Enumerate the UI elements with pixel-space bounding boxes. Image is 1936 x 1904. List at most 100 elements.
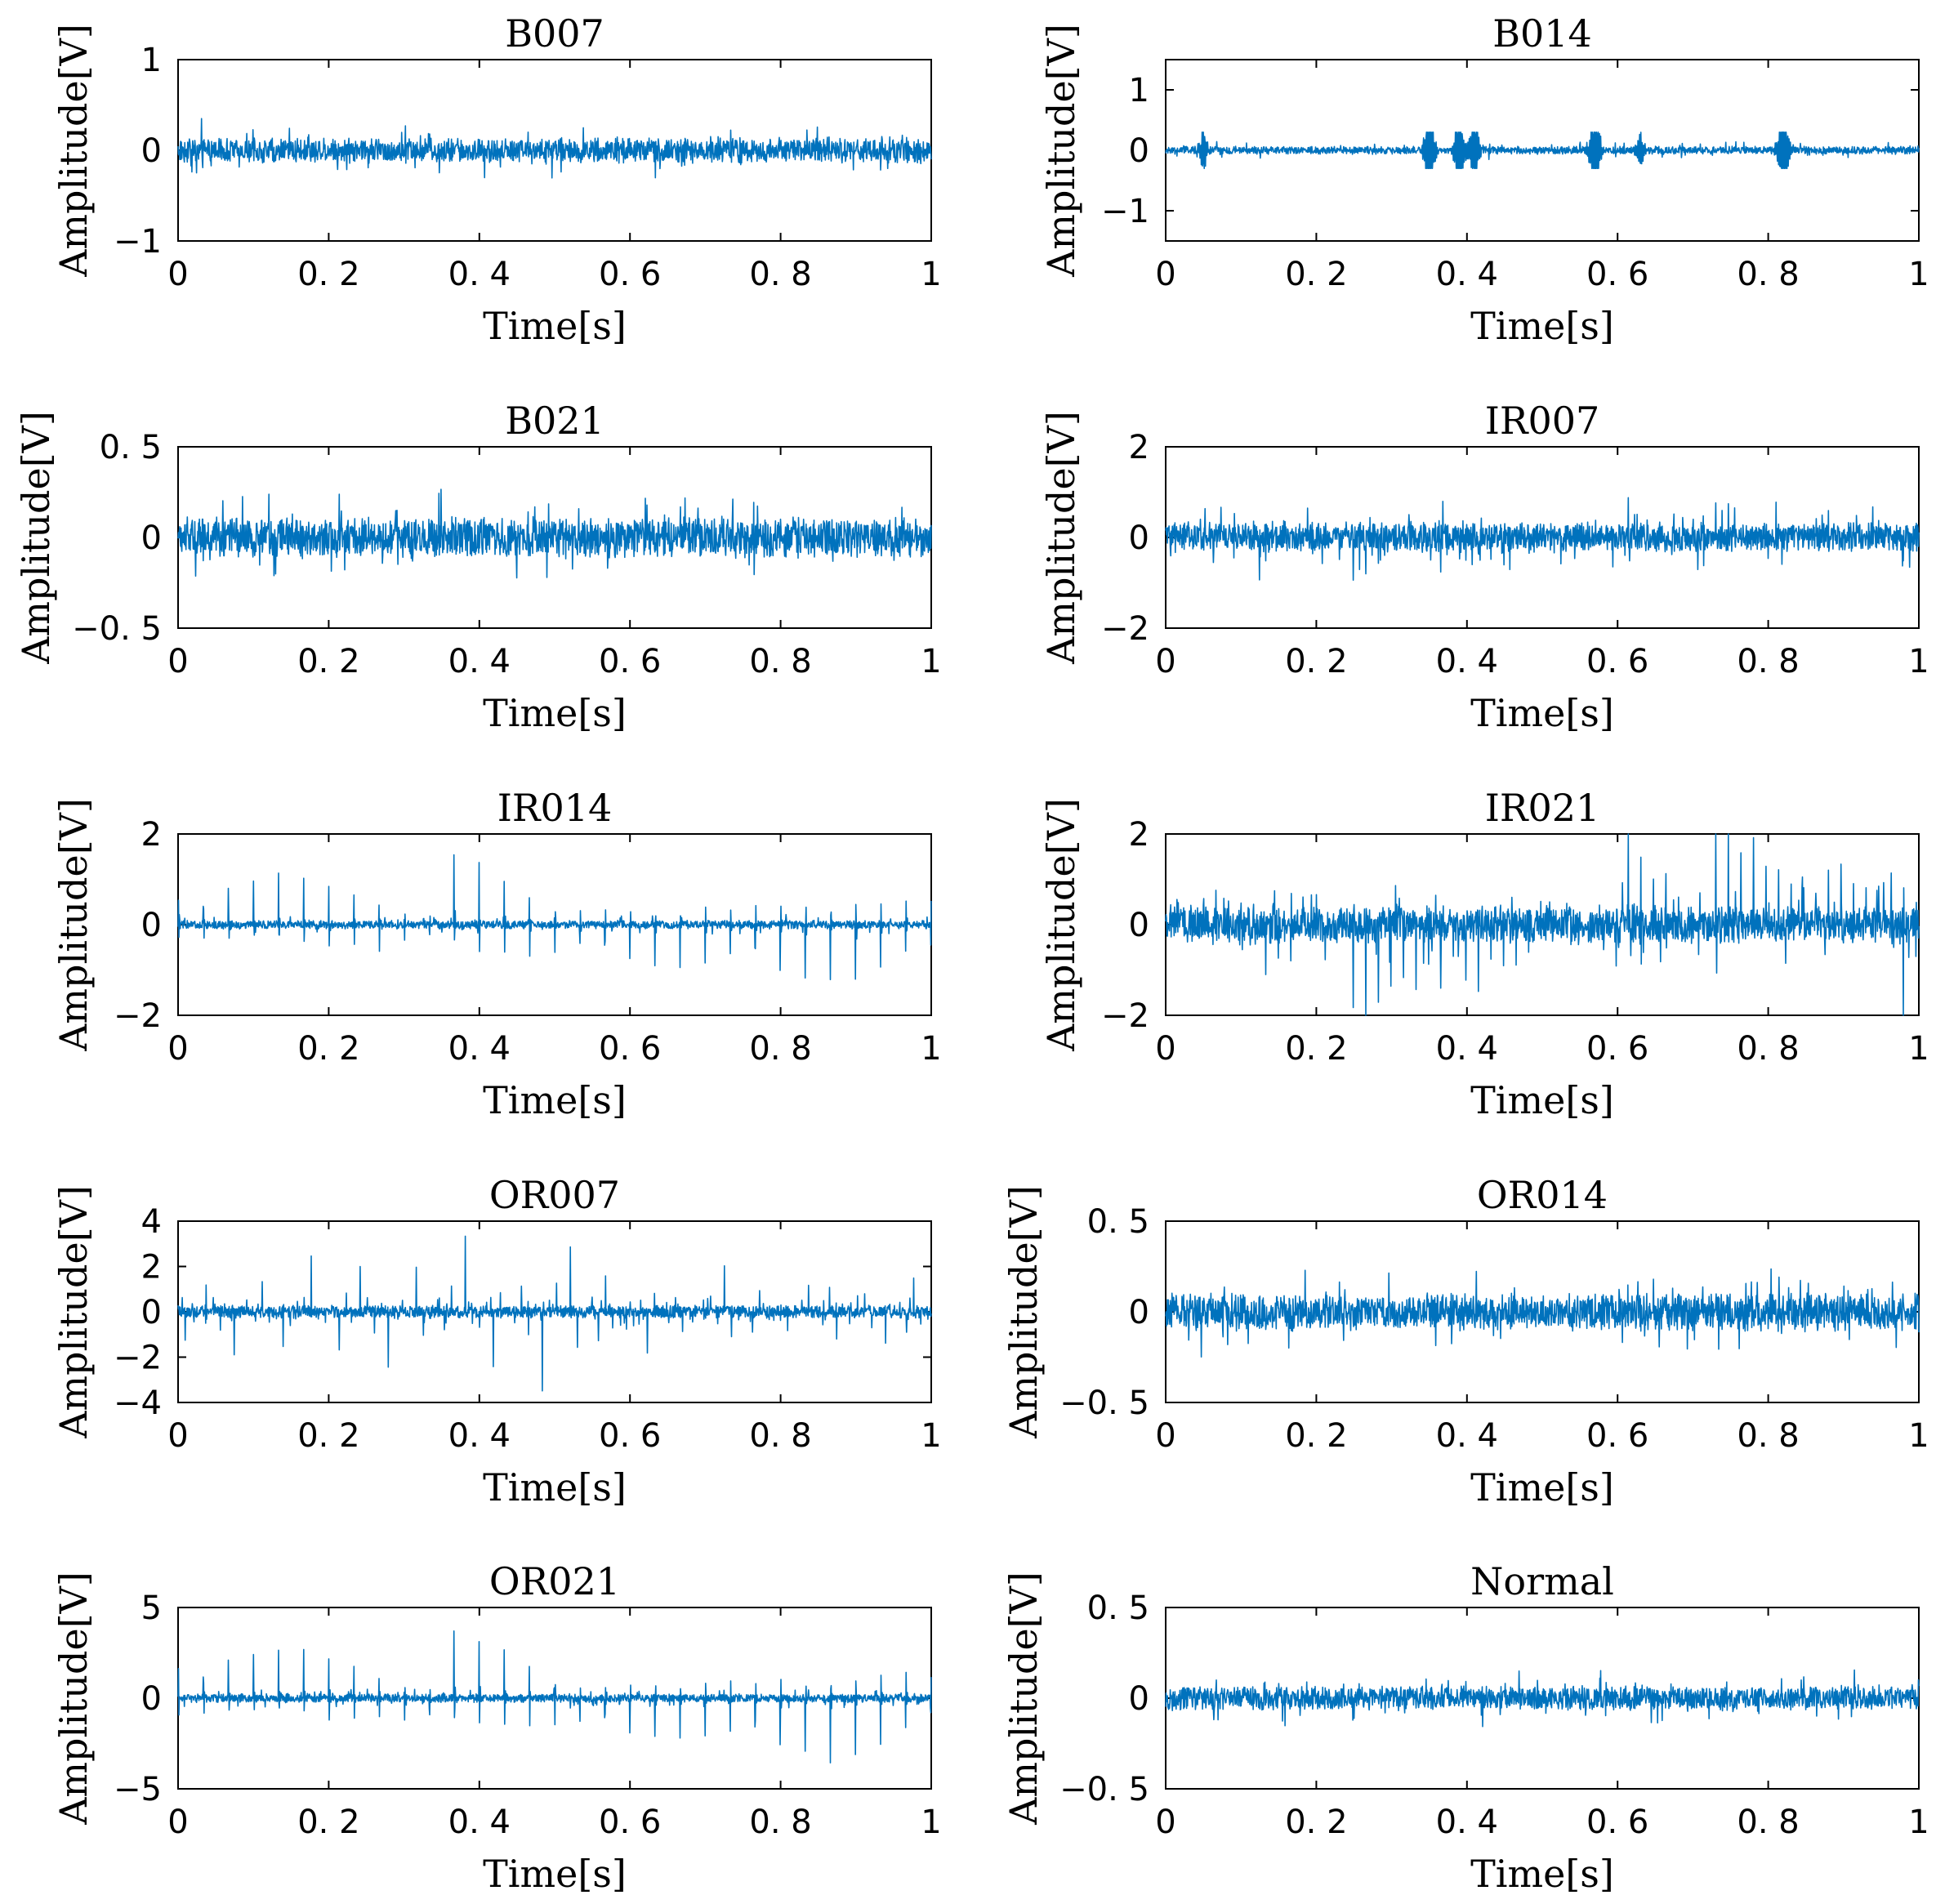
signal-trace-ir007: [1165, 497, 1920, 582]
subplot-title: B014: [1492, 11, 1592, 56]
x-tick-label: 0: [1155, 256, 1175, 293]
y-tick-label: 0. 5: [1087, 1590, 1149, 1627]
y-axis-label: Amplitude[V]: [1001, 1572, 1046, 1826]
x-axis-label: Time[s]: [483, 1465, 627, 1509]
x-tick-label: 0. 8: [1737, 643, 1799, 680]
x-tick-label: 0. 4: [1436, 1804, 1498, 1841]
x-axis-label: Time[s]: [1470, 304, 1614, 348]
y-tick-label: −2: [114, 1340, 162, 1377]
y-tick-label: −1: [1101, 193, 1149, 230]
x-tick-label: 0: [167, 1417, 188, 1455]
y-tick-label: 0: [1129, 132, 1149, 170]
subplot-title: IR014: [497, 786, 613, 830]
y-tick-label: 0: [1129, 519, 1149, 557]
x-tick-label: 0. 6: [1586, 256, 1648, 293]
x-tick-label: 1: [1908, 256, 1929, 293]
subplot-title: IR007: [1485, 399, 1600, 443]
x-tick-label: 0: [167, 256, 188, 293]
y-axis-label: Amplitude[V]: [1001, 1185, 1046, 1439]
signal-trace-or007: [177, 1235, 932, 1392]
y-tick-label: −0. 5: [72, 610, 162, 648]
x-tick-label: 0. 2: [297, 1804, 359, 1841]
x-axis-label: Time[s]: [483, 691, 627, 735]
subplot-title: B007: [505, 11, 604, 56]
x-axis-label: Time[s]: [483, 304, 627, 348]
x-tick-label: 0. 6: [1586, 643, 1648, 680]
y-tick-label: 0: [1129, 1680, 1149, 1718]
x-tick-label: 1: [921, 256, 941, 293]
subplot-title: Normal: [1470, 1559, 1614, 1603]
x-tick-label: 0. 8: [1737, 1804, 1799, 1841]
subplot-title: B021: [505, 399, 604, 443]
signal-trace-ir021: [1165, 833, 1920, 1016]
x-tick-label: 0. 4: [448, 1030, 511, 1068]
y-tick-label: −4: [114, 1385, 162, 1422]
x-tick-label: 0. 6: [599, 1804, 661, 1841]
x-tick-label: 0. 8: [749, 256, 811, 293]
x-tick-label: 0. 2: [1285, 1417, 1347, 1455]
x-tick-label: 0. 6: [599, 256, 661, 293]
signal-trace-ir014: [177, 854, 932, 981]
subplot-title: OR014: [1477, 1173, 1608, 1217]
x-axis-label: Time[s]: [1470, 1852, 1614, 1896]
y-tick-label: 2: [1129, 429, 1149, 466]
x-tick-label: 0. 6: [1586, 1804, 1648, 1841]
x-tick-label: 0. 6: [1586, 1030, 1648, 1068]
x-tick-label: 0. 8: [1737, 1417, 1799, 1455]
x-tick-label: 0. 2: [1285, 1804, 1347, 1841]
y-axis-label: Amplitude[V]: [1039, 411, 1083, 665]
y-tick-label: −1: [114, 223, 162, 261]
subplot-or007: OR007 0 0. 2 0. 4 0. 6 0. 8 1 −4 −2 0 2 4 Time[s] Amp…: [51, 1173, 942, 1509]
x-tick-label: 0. 4: [448, 1417, 511, 1455]
y-tick-label: −2: [114, 997, 162, 1035]
x-tick-label: 1: [1908, 1030, 1929, 1068]
x-axis-label: Time[s]: [1470, 1078, 1614, 1122]
x-axis-label: Time[s]: [483, 1078, 627, 1122]
y-tick-label: −2: [1101, 610, 1149, 648]
y-axis-label: Amplitude[V]: [1039, 798, 1083, 1052]
y-tick-label: −5: [114, 1771, 162, 1808]
x-tick-label: 0. 2: [1285, 256, 1347, 293]
x-tick-label: 1: [1908, 1417, 1929, 1455]
y-tick-label: 0: [141, 907, 162, 944]
x-tick-label: 0. 4: [1436, 256, 1498, 293]
x-tick-label: 0. 4: [1436, 1417, 1498, 1455]
x-axis-label: Time[s]: [1470, 691, 1614, 735]
y-tick-label: 0: [141, 132, 162, 170]
signal-trace-b021: [177, 488, 932, 579]
y-axis-label: Amplitude[V]: [51, 24, 96, 278]
x-tick-label: 0. 8: [1737, 256, 1799, 293]
x-tick-label: 0. 8: [749, 643, 811, 680]
x-tick-label: 0. 8: [749, 1030, 811, 1068]
x-tick-label: 0. 6: [599, 643, 661, 680]
y-tick-label: 1: [141, 42, 162, 79]
y-tick-label: 0. 5: [100, 429, 162, 466]
x-tick-label: 0. 2: [1285, 643, 1347, 680]
x-tick-label: 0. 4: [448, 643, 511, 680]
x-tick-label: 0. 4: [448, 1804, 511, 1841]
y-tick-label: 0: [141, 519, 162, 557]
y-tick-label: 2: [1129, 816, 1149, 854]
x-tick-label: 0: [1155, 643, 1175, 680]
y-axis-label: Amplitude[V]: [1039, 24, 1083, 278]
y-tick-label: 2: [141, 1249, 162, 1286]
x-tick-label: 0. 6: [599, 1030, 661, 1068]
y-tick-label: 5: [141, 1590, 162, 1627]
x-tick-label: 1: [1908, 643, 1929, 680]
x-tick-label: 0. 2: [297, 643, 359, 680]
y-tick-label: 4: [141, 1203, 162, 1241]
x-axis-label: Time[s]: [483, 1852, 627, 1896]
y-axis-label: Amplitude[V]: [51, 798, 96, 1052]
y-tick-label: 1: [1129, 72, 1149, 109]
y-tick-label: 0: [141, 1680, 162, 1718]
subplot-title: OR007: [489, 1173, 620, 1217]
x-tick-label: 0. 4: [1436, 1030, 1498, 1068]
